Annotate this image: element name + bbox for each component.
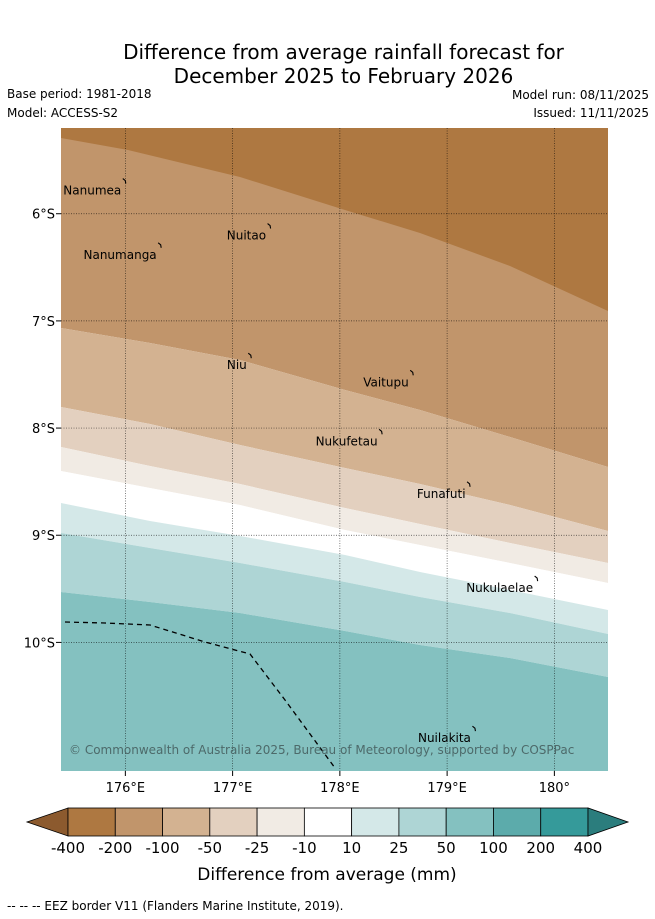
colorbar-tick-label: 10 — [342, 839, 361, 857]
band-25-to-50-below — [61, 407, 608, 563]
issued-text: Issued: 11/11/2025 — [533, 106, 649, 120]
base-period-text: Base period: 1981-2018 — [7, 87, 152, 101]
lat-tick-label: 8°S — [32, 422, 55, 437]
colorbar-tick-label: -400 — [51, 839, 85, 857]
lon-tick-label: 180° — [539, 781, 570, 796]
lat-tick-label: 7°S — [32, 315, 55, 330]
colorbar-high-extension — [587, 807, 630, 837]
island-outline — [534, 575, 539, 582]
colorbar-segment — [398, 807, 447, 837]
model-text: Model: ACCESS-S2 — [7, 106, 119, 120]
colorbar-segment — [303, 807, 353, 837]
colorbar-label: Difference from average (mm) — [197, 865, 456, 885]
colorbar-segment — [114, 807, 163, 837]
band-50-to-100-above — [61, 592, 608, 771]
colorbar-segment — [256, 807, 305, 837]
place-label: Nuitao — [227, 229, 266, 243]
lon-tick-label: 178°E — [320, 781, 360, 796]
place-label: Nanumanga — [84, 248, 157, 262]
island-outline — [409, 369, 414, 376]
colorbar-segment — [540, 807, 589, 837]
lon-tick-label: 179°E — [427, 781, 467, 796]
lon-tick-label: 177°E — [213, 781, 253, 796]
place-label: Funafuti — [417, 487, 466, 501]
colorbar-tick-label: -25 — [245, 839, 270, 857]
band-near-average — [61, 471, 608, 610]
band-10-to-25-above — [61, 503, 608, 634]
colorbar-tick-label: -200 — [98, 839, 132, 857]
eez-border — [64, 621, 336, 769]
colorbar — [25, 807, 630, 837]
colorbar-segment — [162, 807, 211, 837]
island-outline — [157, 242, 162, 248]
place-label: Nanumea — [63, 184, 121, 198]
chart-title: Difference from average rainfall forecas… — [0, 40, 655, 88]
island-outline — [378, 428, 383, 435]
copyright-text: © Commonwealth of Australia 2025, Bureau… — [69, 743, 574, 757]
island-outline — [466, 481, 471, 487]
colorbar-tick-label: -50 — [198, 839, 223, 857]
colorbar-tick-label: 200 — [526, 839, 555, 857]
band-25-to-50-above — [61, 533, 608, 677]
colorbar-segment — [445, 807, 494, 837]
place-label: Nukufetau — [316, 434, 378, 448]
island-outline — [122, 178, 127, 184]
eez-footnote: -- -- -- EEZ border V11 (Flanders Marine… — [7, 899, 344, 913]
colorbar-segment — [209, 807, 258, 837]
band-10-to-25-below — [61, 447, 608, 583]
colorbar-tick-label: 50 — [437, 839, 456, 857]
island-outline — [267, 223, 272, 229]
band-100-to-200-below — [61, 138, 608, 467]
place-label: Vaitupu — [363, 375, 409, 389]
lat-tick-label: 6°S — [32, 208, 55, 223]
place-label: Nuilakita — [418, 731, 471, 745]
place-label: Nukulaelae — [466, 581, 533, 595]
model-run-text: Model run: 08/11/2025 — [511, 88, 649, 102]
place-label: Niu — [227, 358, 247, 372]
island-outline — [247, 352, 252, 359]
colorbar-low-extension — [25, 807, 69, 837]
lat-tick-label: 9°S — [32, 529, 55, 544]
band-50-to-100-below — [61, 328, 608, 531]
colorbar-tick-label: -100 — [146, 839, 180, 857]
colorbar-tick-label: 100 — [479, 839, 508, 857]
lon-tick-label: 176°E — [106, 781, 146, 796]
colorbar-segment — [493, 807, 542, 837]
island-outline — [472, 725, 476, 732]
colorbar-tick-label: 400 — [574, 839, 603, 857]
colorbar-tick-label: 25 — [389, 839, 408, 857]
title-line-2: December 2025 to February 2026 — [173, 64, 514, 88]
colorbar-segment — [67, 807, 116, 837]
colorbar-tick-label: -10 — [292, 839, 317, 857]
colorbar-segment — [351, 807, 400, 837]
lat-tick-label: 10°S — [24, 636, 55, 651]
title-line-1: Difference from average rainfall forecas… — [123, 40, 564, 64]
